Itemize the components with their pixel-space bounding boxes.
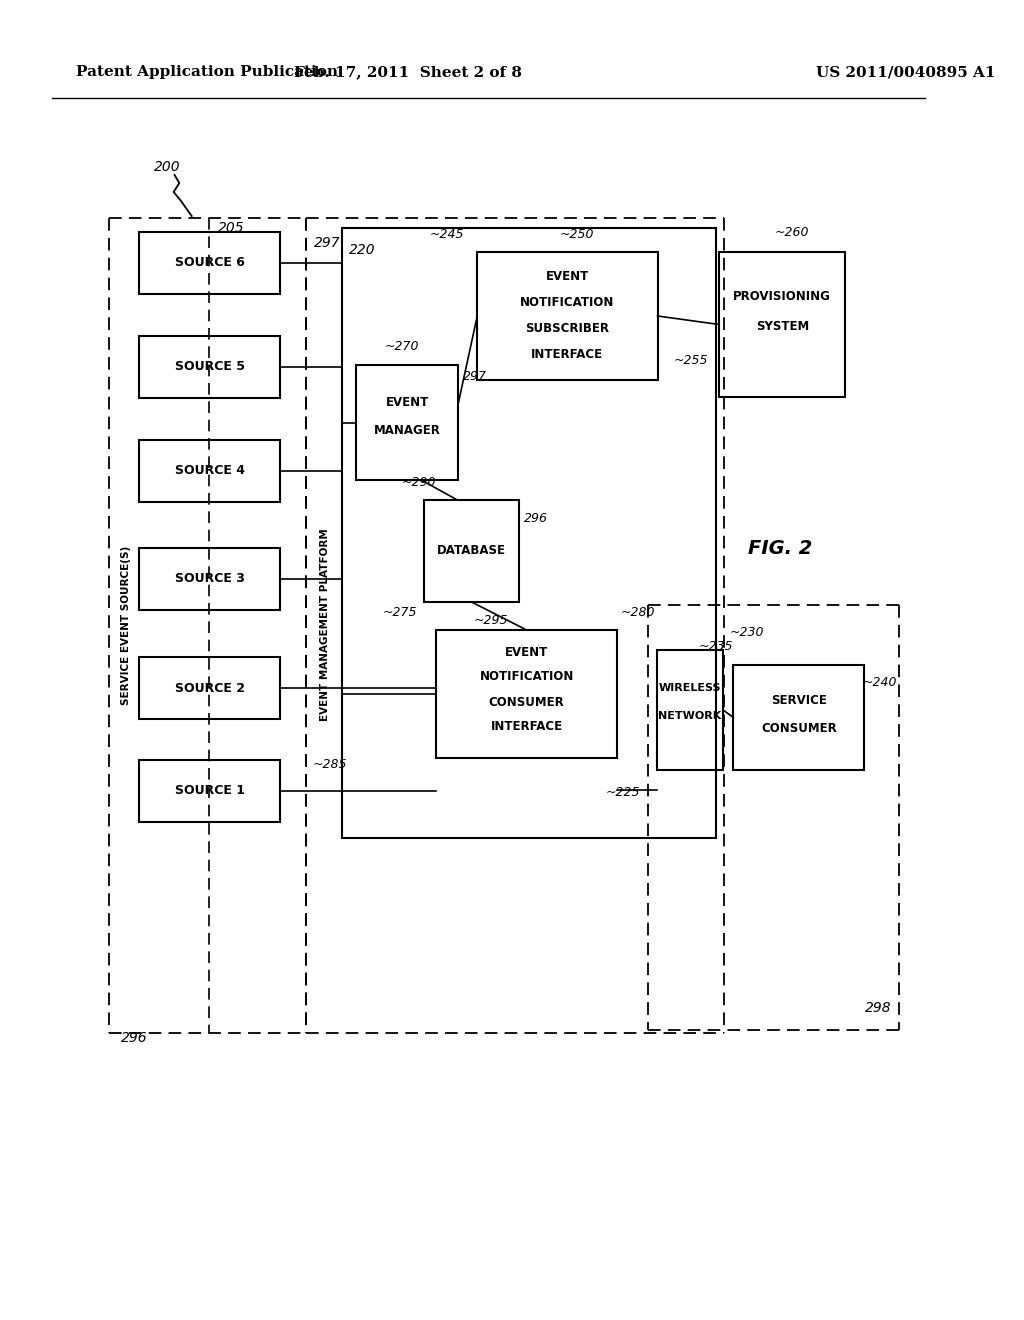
Bar (436, 630, 616, 758)
Text: WIRELESS: WIRELESS (658, 682, 721, 693)
Text: SOURCE 6: SOURCE 6 (175, 256, 245, 269)
Bar (719, 252, 846, 397)
Bar (656, 649, 723, 770)
Text: NETWORK: NETWORK (658, 711, 722, 721)
Text: CONSUMER: CONSUMER (488, 696, 564, 709)
Text: SUBSCRIBER: SUBSCRIBER (525, 322, 609, 335)
Text: SOURCE 1: SOURCE 1 (175, 784, 245, 797)
Text: ~285: ~285 (313, 759, 347, 771)
Text: MANAGER: MANAGER (374, 425, 440, 437)
Bar (355, 366, 459, 480)
Bar (424, 500, 519, 602)
Text: 296: 296 (523, 511, 548, 524)
Text: ~270: ~270 (385, 341, 420, 354)
Text: 200: 200 (154, 160, 180, 174)
Text: CONSUMER: CONSUMER (761, 722, 837, 734)
Text: INTERFACE: INTERFACE (490, 721, 562, 734)
Text: ~280: ~280 (621, 606, 655, 619)
Text: EVENT: EVENT (505, 645, 548, 659)
Text: ~235: ~235 (699, 640, 733, 653)
Text: 296: 296 (122, 1031, 148, 1045)
Text: ~255: ~255 (674, 354, 708, 367)
Text: 297: 297 (463, 371, 487, 384)
Text: EVENT: EVENT (385, 396, 429, 409)
Text: INTERFACE: INTERFACE (531, 348, 603, 362)
Text: Patent Application Publication: Patent Application Publication (76, 65, 338, 79)
Bar (477, 252, 657, 380)
Bar (139, 657, 280, 719)
Text: SERVICE: SERVICE (771, 693, 826, 706)
Bar (139, 760, 280, 822)
Bar (733, 665, 864, 770)
Text: ~250: ~250 (560, 227, 594, 240)
Text: FIG. 2: FIG. 2 (748, 539, 812, 557)
Bar (139, 232, 280, 294)
Text: ~290: ~290 (402, 475, 436, 488)
Text: ~225: ~225 (605, 787, 640, 800)
Text: ~295: ~295 (473, 614, 508, 627)
Text: 297: 297 (314, 236, 341, 249)
Text: NOTIFICATION: NOTIFICATION (520, 297, 614, 309)
Text: SYSTEM: SYSTEM (756, 321, 809, 334)
Text: Feb. 17, 2011  Sheet 2 of 8: Feb. 17, 2011 Sheet 2 of 8 (294, 65, 522, 79)
Text: SOURCE 2: SOURCE 2 (175, 681, 245, 694)
Text: ~240: ~240 (862, 676, 897, 689)
Text: ~230: ~230 (729, 626, 764, 639)
Text: NOTIFICATION: NOTIFICATION (479, 671, 573, 684)
Bar (342, 228, 717, 838)
Text: DATABASE: DATABASE (437, 544, 506, 557)
Text: ~275: ~275 (383, 606, 418, 619)
Bar (139, 337, 280, 399)
Text: EVENT: EVENT (546, 271, 589, 284)
Text: 298: 298 (865, 1001, 892, 1015)
Text: EVENT MANAGEMENT PLATFORM: EVENT MANAGEMENT PLATFORM (321, 528, 331, 721)
Bar (139, 548, 280, 610)
Text: 220: 220 (349, 243, 376, 257)
Text: SERVICE EVENT SOURCE(S): SERVICE EVENT SOURCE(S) (121, 545, 131, 705)
Text: US 2011/0040895 A1: US 2011/0040895 A1 (816, 65, 995, 79)
Bar (139, 440, 280, 502)
Text: PROVISIONING: PROVISIONING (733, 290, 831, 304)
Text: SOURCE 5: SOURCE 5 (175, 360, 245, 374)
Text: SOURCE 3: SOURCE 3 (175, 573, 245, 586)
Text: 205: 205 (218, 220, 245, 235)
Text: SOURCE 4: SOURCE 4 (175, 465, 245, 478)
Text: ~245: ~245 (430, 227, 464, 240)
Text: ~260: ~260 (774, 226, 809, 239)
